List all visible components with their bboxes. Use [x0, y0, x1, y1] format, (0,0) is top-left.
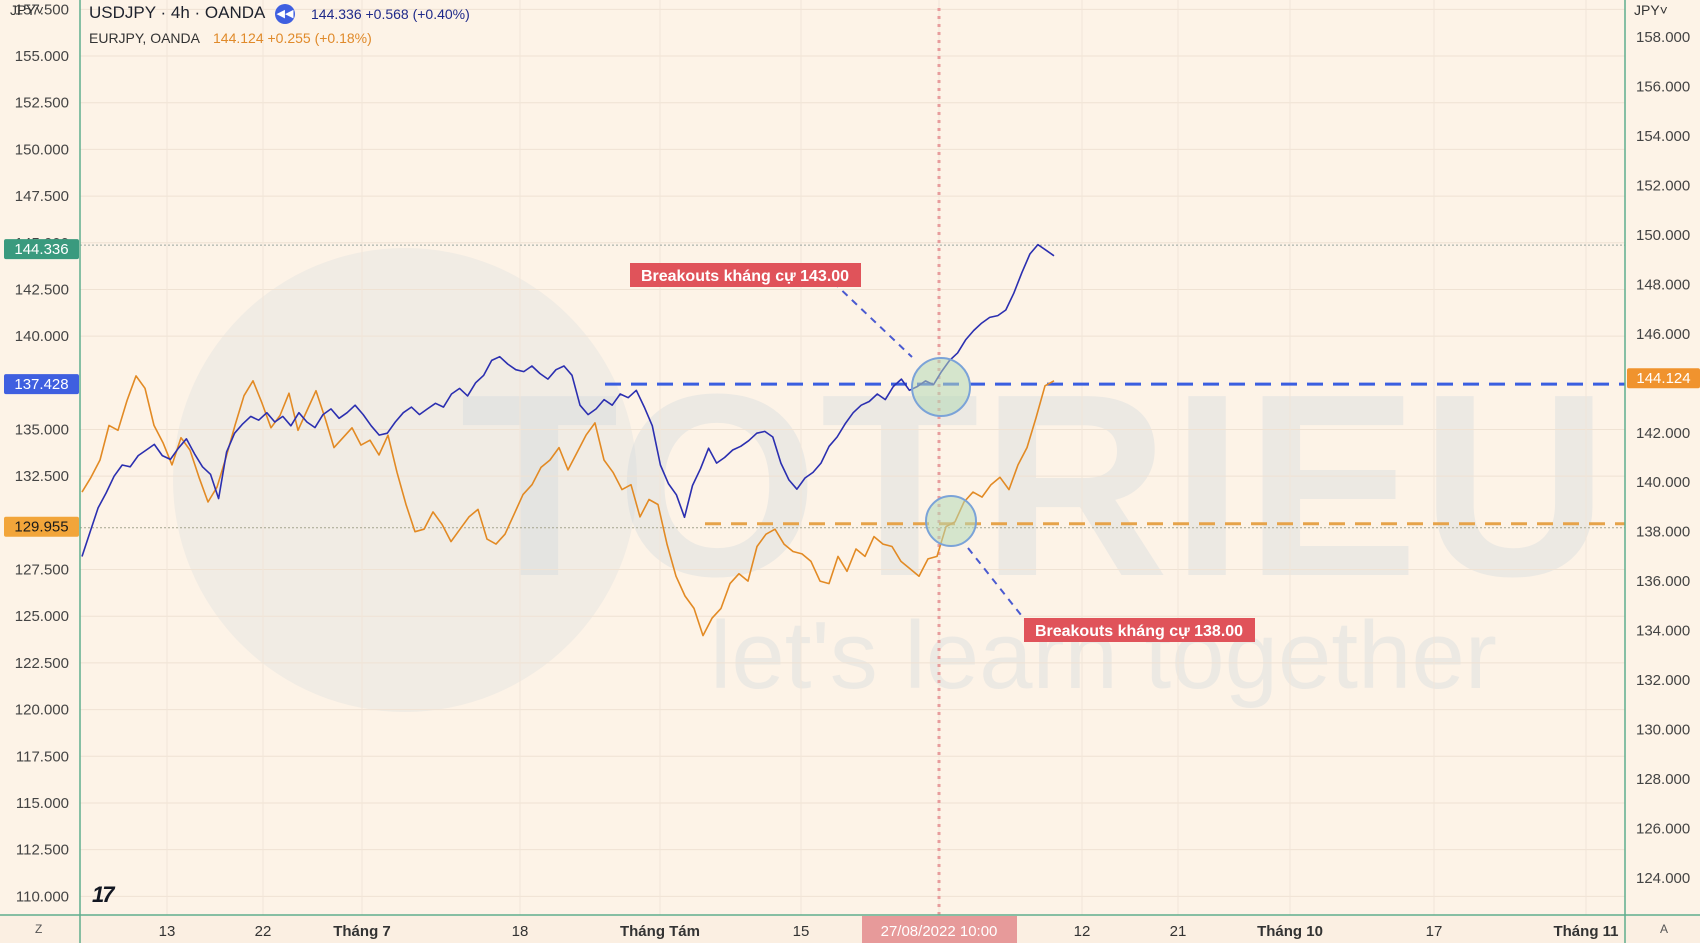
breakout-circle-usdjpy: [911, 357, 971, 417]
left-tick-label: 135.000: [15, 421, 69, 438]
time-tick-label: Tháng Tám: [620, 923, 700, 940]
time-tick-label: 21: [1170, 923, 1187, 940]
left-tick-label: 115.000: [16, 795, 69, 812]
left-tick-label: 122.500: [15, 655, 69, 672]
eurjpy-price-tag-bg: [1627, 368, 1700, 389]
time-tick-label: Tháng 10: [1257, 923, 1323, 940]
auto-scale-button[interactable]: A: [1660, 922, 1669, 936]
left-tick-label: 120.000: [15, 702, 69, 719]
cursor-date-tag: [862, 916, 1017, 943]
right-tick-label: 146.000: [1636, 326, 1690, 343]
tradingview-logo-icon[interactable]: 17: [92, 882, 115, 907]
right-tick-label: 156.000: [1636, 79, 1690, 96]
orange-line-price-tag: 129.955: [14, 519, 68, 536]
right-tick-label: 134.000: [1636, 623, 1690, 640]
watermark-logo-icon: [173, 248, 637, 712]
right-tick-label: 138.000: [1636, 524, 1690, 541]
time-tick-label: Tháng 11: [1553, 923, 1618, 940]
annotation-label: Breakouts kháng cự 143.00: [641, 268, 849, 285]
breakout-circle-eurjpy: [925, 495, 977, 547]
overlay-change: 144.124 +0.255 (+0.18%): [213, 30, 372, 46]
left-tick-label: 132.500: [15, 468, 69, 485]
price-change: 144.336 +0.568 (+0.40%): [311, 6, 470, 22]
left-tick-label: 140.000: [15, 328, 69, 345]
time-tick-label: 18: [512, 923, 529, 940]
time-tick-label: 22: [255, 923, 272, 940]
cursor-date-label: 27/08/2022 10:00: [881, 923, 998, 940]
time-tick-label: 17: [1426, 923, 1443, 940]
left-tick-label: 112.500: [16, 842, 69, 859]
annotations: Breakouts kháng cự 143.00 Breakouts kháng…: [630, 263, 1255, 642]
left-tick-label: 117.500: [16, 748, 69, 765]
overlay-symbol[interactable]: EURJPY, OANDA: [89, 30, 200, 46]
annotation-pointer: [967, 547, 1026, 621]
left-tick-label: 157.500: [15, 1, 69, 18]
usdjpy-price-tag-bg: [4, 239, 79, 260]
right-tick-label: 130.000: [1636, 722, 1690, 739]
time-tick-label: 15: [793, 923, 810, 940]
annotation-box: [630, 263, 861, 287]
time-axis-bar: [0, 915, 1700, 943]
blue-line-price-tag: 137.428: [14, 376, 68, 393]
right-tick-label: 124.000: [1636, 870, 1690, 887]
right-tick-label: 154.000: [1636, 128, 1690, 145]
right-tick-label: 132.000: [1636, 672, 1690, 689]
annotation-pointer: [832, 281, 913, 358]
left-tick-label: 110.000: [16, 888, 69, 905]
timezone-button[interactable]: Z: [35, 922, 43, 936]
right-tick-label: 126.000: [1636, 820, 1690, 837]
right-tick-label: 140.000: [1636, 474, 1690, 491]
left-tick-label: 152.500: [15, 95, 69, 112]
left-tick-label: 147.500: [15, 188, 69, 205]
series-lines: [81, 243, 1055, 637]
grid: [80, 0, 1625, 915]
left-tick-label: 125.000: [15, 608, 69, 625]
left-tick-label: 127.500: [15, 562, 69, 579]
time-tick-label: 12: [1074, 923, 1091, 940]
left-currency-selector[interactable]: JPY˅: [10, 2, 44, 18]
usdjpy-line: [81, 243, 1055, 557]
eurjpy-line: [81, 375, 1055, 637]
left-tick-label: 155.000: [15, 48, 69, 65]
usdjpy-price-tag: 144.336: [14, 241, 68, 258]
right-tick-label: 142.000: [1636, 425, 1690, 442]
right-currency-selector[interactable]: JPY˅: [1634, 2, 1668, 18]
time-tick-label: Tháng 7: [333, 923, 391, 940]
time-tick-label: 13: [159, 923, 176, 940]
reference-lines: [80, 8, 1625, 915]
right-tick-label: 150.000: [1636, 227, 1690, 244]
right-tick-label: 136.000: [1636, 573, 1690, 590]
left-tick-label: 150.000: [15, 141, 69, 158]
annotation-box: [1024, 618, 1255, 642]
rewind-icon[interactable]: ◀◀: [275, 4, 295, 24]
watermark-brand: TOTRIEU: [460, 341, 1610, 631]
right-tick-label: 128.000: [1636, 771, 1690, 788]
right-tick-label: 152.000: [1636, 177, 1690, 194]
annotation-label: Breakouts kháng cự 138.00: [1035, 623, 1243, 640]
right-tick-label: 148.000: [1636, 276, 1690, 293]
eurjpy-price-tag: 144.124: [1636, 370, 1690, 387]
right-tick-label: 158.000: [1636, 29, 1690, 46]
orange-line-price-tag-bg: [4, 516, 79, 537]
symbol-title[interactable]: USDJPY · 4h · OANDA: [89, 3, 266, 22]
left-tick-label: 142.500: [15, 281, 69, 298]
blue-line-price-tag-bg: [4, 374, 79, 395]
